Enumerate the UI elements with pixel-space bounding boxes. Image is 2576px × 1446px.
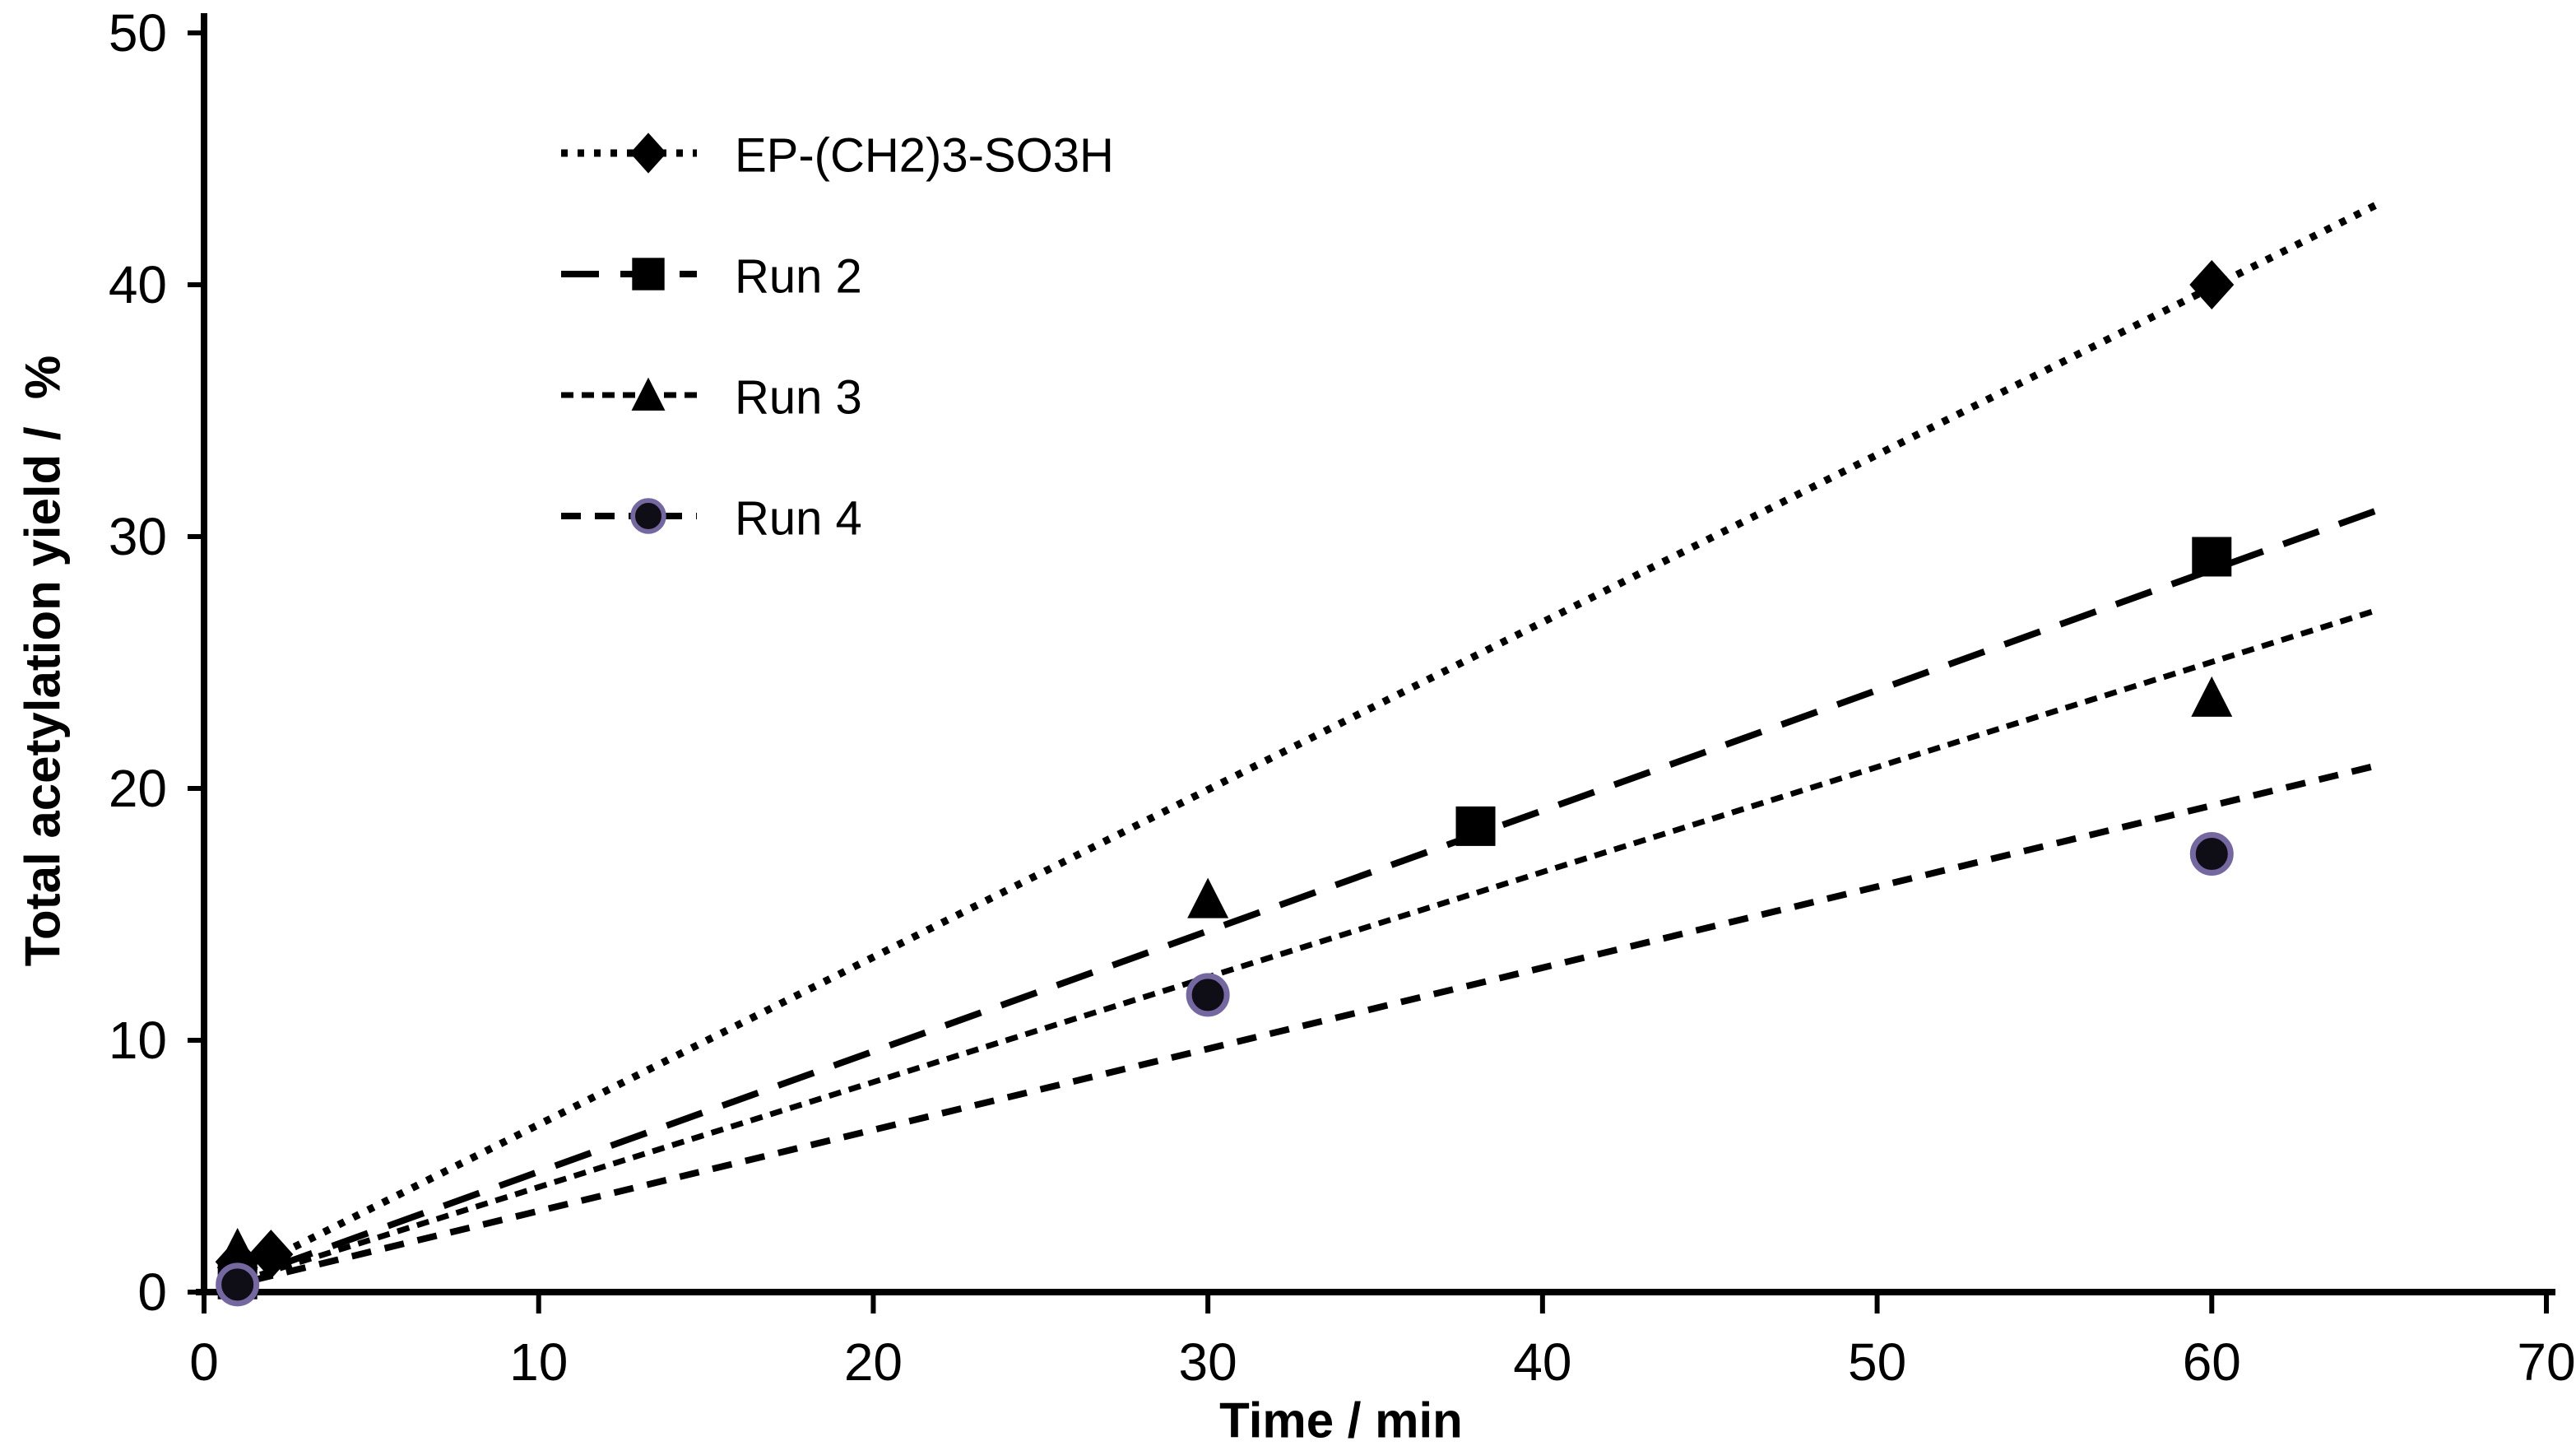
x-tick-label-0: 0	[189, 1332, 219, 1392]
marker-ep-ch2-3-so3h-60	[2189, 260, 2235, 309]
axes: 0 10 20 30 40 50 60 70 0 10 20 30 40 50	[109, 3, 2576, 1392]
legend-marker-run-2	[632, 258, 665, 291]
trendline-ep-ch2-3-so3h	[219, 200, 2381, 1287]
series-run-4	[216, 832, 2234, 1307]
legend-label-run-4: Run 4	[735, 492, 862, 546]
legend-label-run-3: Run 3	[735, 371, 862, 425]
marker-run-4-60	[2189, 832, 2234, 876]
y-tick-label-20: 20	[109, 759, 167, 818]
x-tick-label-10: 10	[509, 1332, 568, 1392]
trendline-run-2	[219, 506, 2380, 1290]
y-tick-label-0: 0	[137, 1262, 167, 1322]
trendline-run-3	[220, 607, 2380, 1290]
plot-series	[215, 200, 2381, 1307]
marker-run-2-60	[2192, 537, 2232, 577]
y-tick-label-40: 40	[109, 255, 167, 314]
x-axis-title: Time / min	[1219, 1393, 1463, 1446]
legend-label-run-2: Run 2	[735, 250, 862, 304]
legend-item-ep-ch2-3-so3h: EP-(CH2)3-SO3H	[561, 129, 1114, 183]
legend-marker-ep-ch2-3-so3h	[629, 133, 667, 174]
legend-label-ep-ch2-3-so3h: EP-(CH2)3-SO3H	[735, 129, 1114, 183]
legend-marker-run-4	[630, 498, 666, 534]
x-tick-label-50: 50	[1848, 1332, 1906, 1392]
y-tick-label-10: 10	[109, 1011, 167, 1070]
legend-item-run-4: Run 4	[561, 492, 862, 546]
x-tick-label-30: 30	[1179, 1332, 1237, 1392]
marker-run-4-30	[1186, 973, 1230, 1017]
marker-run-3-60	[2191, 676, 2233, 717]
y-tick-label-30: 30	[109, 507, 167, 566]
marker-run-3-1	[216, 1227, 258, 1268]
legend: EP-(CH2)3-SO3H Run 2 Run 3 Run 4	[561, 129, 1114, 546]
y-tick-label-50: 50	[109, 3, 167, 63]
x-tick-label-60: 60	[2183, 1332, 2241, 1392]
marker-run-3-30	[1187, 877, 1229, 918]
x-tick-label-40: 40	[1513, 1332, 1571, 1392]
marker-run-4-1	[216, 1262, 260, 1307]
legend-marker-run-3	[631, 377, 666, 411]
trendline-run-4	[220, 761, 2380, 1291]
y-axis-title: Total acetylation yield / %	[16, 356, 71, 966]
marker-ep-ch2-3-so3h-2	[248, 1230, 294, 1280]
marker-run-2-38	[1455, 806, 1496, 846]
series-run-3	[216, 676, 2233, 1268]
x-tick-label-70: 70	[2517, 1332, 2575, 1392]
legend-item-run-2: Run 2	[561, 250, 862, 304]
x-tick-label-20: 20	[844, 1332, 903, 1392]
legend-item-run-3: Run 3	[561, 371, 862, 425]
